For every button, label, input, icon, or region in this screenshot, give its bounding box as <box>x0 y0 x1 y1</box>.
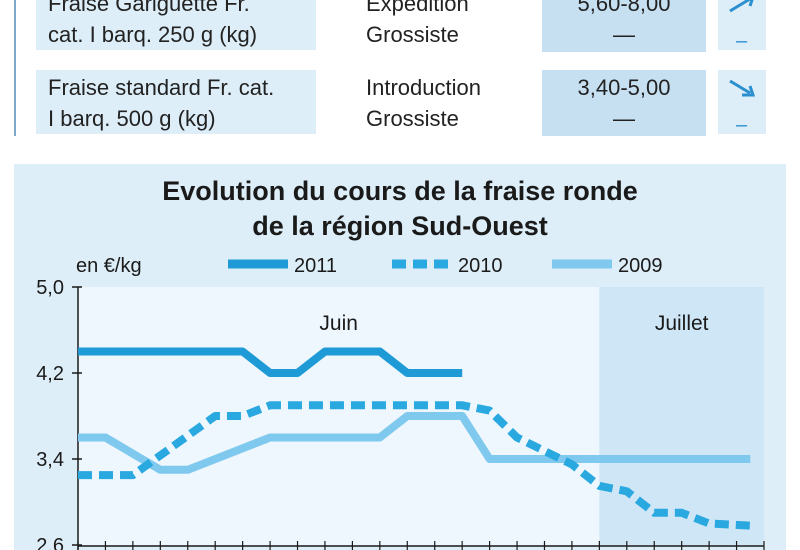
stage-line2: Grossiste <box>366 22 459 47</box>
table-row: Fraise standard Fr. cat. I barq. 500 g (… <box>36 70 766 136</box>
y-tick-label: 2,6 <box>36 535 64 550</box>
y-tick-label: 5,0 <box>36 277 64 299</box>
product-name-line2: cat. I barq. 250 g (kg) <box>48 22 258 47</box>
product-name-line1: Fraise Gariguette Fr. <box>48 0 250 16</box>
series-line-2009 <box>78 412 751 474</box>
arrow-down-right-icon <box>729 79 756 97</box>
chart-title-line1: Evolution du cours de la fraise ronde <box>162 176 638 206</box>
y-tick-label: 3,4 <box>36 449 64 471</box>
chart-title: Evolution du cours de la fraise ronde de… <box>0 174 800 244</box>
price-line2: — <box>613 22 635 47</box>
price-table: Fraise Gariguette Fr. cat. I barq. 250 g… <box>0 0 800 140</box>
price-cell: 3,40-5,00 — <box>542 70 706 136</box>
table-left-rule <box>14 0 16 136</box>
stage-line2: Grossiste <box>366 106 459 131</box>
stage-line1: Introduction <box>366 75 481 100</box>
legend-label-2010: 2010 <box>458 255 503 277</box>
period-label: Juillet <box>655 312 709 335</box>
table-row: Fraise Gariguette Fr. cat. I barq. 250 g… <box>36 0 766 52</box>
product-cell: Fraise Gariguette Fr. cat. I barq. 250 g… <box>36 0 316 50</box>
chart-title-line2: de la région Sud-Ouest <box>252 211 548 241</box>
product-cell: Fraise standard Fr. cat. I barq. 500 g (… <box>36 70 316 134</box>
legend-label-2011: 2011 <box>294 255 337 277</box>
price-line1: 3,40-5,00 <box>577 75 671 100</box>
trend-cell: – <box>718 0 766 52</box>
price-line2: — <box>613 106 635 131</box>
period-band-juillet <box>599 287 764 545</box>
stage-line1: Expédition <box>366 0 469 16</box>
y-tick-label: 4,2 <box>36 363 64 385</box>
y-axis-label: en €/kg <box>76 255 142 277</box>
series-line-2011 <box>78 347 463 377</box>
period-label: Juin <box>319 312 358 335</box>
trend-cell: – <box>718 70 766 136</box>
product-name-line2: I barq. 500 g (kg) <box>48 106 216 131</box>
price-line1: 5,60-8,00 <box>577 0 671 16</box>
stage-cell: Expédition Grossiste <box>366 0 546 52</box>
product-name-line1: Fraise standard Fr. cat. <box>48 75 275 100</box>
trend-dash: – <box>736 114 748 136</box>
stage-cell: Introduction Grossiste <box>366 70 546 136</box>
trend-dash: – <box>736 30 748 52</box>
price-cell: 5,60-8,00 — <box>542 0 706 52</box>
arrow-up-right-icon <box>729 0 754 13</box>
legend-label-2009: 2009 <box>618 255 663 277</box>
